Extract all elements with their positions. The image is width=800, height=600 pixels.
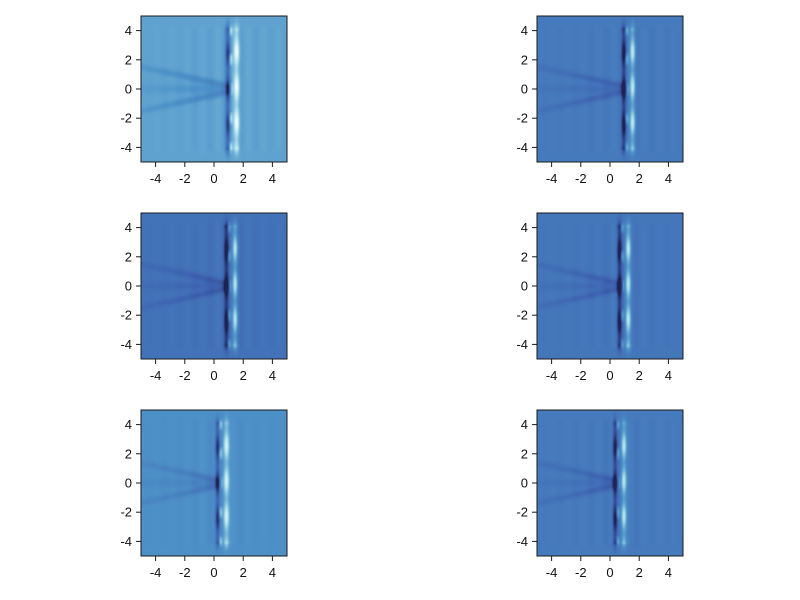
x-tick-label: -4: [150, 171, 162, 186]
x-tick-label: 4: [665, 171, 672, 186]
heatmap-panel-row3-right: -4 -2 0 2 4 4 2 0 -2 -4: [516, 409, 684, 580]
x-tick-label: -4: [150, 368, 162, 383]
heatmap-panel-row1-right: -4 -2 0 2 4 4 2 0 -2 -4: [516, 15, 684, 186]
y-tick-label: 4: [521, 23, 528, 38]
x-tick-label: 2: [636, 171, 643, 186]
y-tick-label: 4: [521, 220, 528, 235]
x-tick-label: -4: [546, 368, 558, 383]
y-tick-label: -4: [516, 534, 528, 549]
heatmap-image: [141, 410, 287, 556]
y-tick-label: -2: [120, 308, 132, 323]
x-tick-label: 2: [636, 565, 643, 580]
x-tick-label: 2: [240, 368, 247, 383]
y-tick-label: 0: [125, 279, 132, 294]
heatmap-image: [141, 213, 287, 359]
y-tick-label: 4: [125, 220, 132, 235]
y-tick-label: -4: [120, 534, 132, 549]
heatmap-image: [537, 16, 683, 162]
x-tick-label: 2: [240, 171, 247, 186]
heatmap-image: [537, 410, 683, 556]
x-tick-label: -2: [575, 565, 587, 580]
y-tick-label: -2: [516, 308, 528, 323]
y-tick-label: -2: [516, 505, 528, 520]
x-tick-label: -4: [546, 565, 558, 580]
x-tick-label: -4: [150, 565, 162, 580]
x-tick-label: -4: [546, 171, 558, 186]
heatmap-image: [141, 16, 287, 162]
y-tick-label: -4: [516, 140, 528, 155]
y-tick-label: 2: [125, 446, 132, 461]
x-tick-label: 4: [269, 171, 276, 186]
y-tick-label: -2: [120, 111, 132, 126]
y-tick-label: 4: [125, 417, 132, 432]
x-tick-label: 4: [269, 368, 276, 383]
y-tick-label: 4: [521, 417, 528, 432]
x-tick-label: 4: [665, 368, 672, 383]
y-tick-label: 2: [125, 249, 132, 264]
heatmap-panel-row1-left: -4 -2 0 2 4 4 2 0 -2 -4: [120, 15, 288, 186]
x-tick-label: 4: [665, 565, 672, 580]
x-tick-label: -2: [179, 565, 191, 580]
y-tick-label: 0: [521, 476, 528, 491]
y-tick-label: 2: [521, 446, 528, 461]
x-tick-label: 4: [269, 565, 276, 580]
x-tick-label: 0: [606, 565, 613, 580]
x-tick-label: 0: [210, 565, 217, 580]
y-tick-label: 2: [521, 52, 528, 67]
y-tick-label: 0: [125, 476, 132, 491]
heatmap-panel-row2-right: -4 -2 0 2 4 4 2 0 -2 -4: [516, 212, 684, 383]
y-tick-label: -4: [120, 337, 132, 352]
x-tick-label: 0: [210, 368, 217, 383]
y-tick-label: 0: [125, 82, 132, 97]
x-tick-label: 0: [606, 171, 613, 186]
y-tick-label: 2: [521, 249, 528, 264]
heatmap-image: [537, 213, 683, 359]
x-tick-label: -2: [179, 368, 191, 383]
x-tick-label: -2: [575, 171, 587, 186]
x-tick-label: 0: [606, 368, 613, 383]
heatmap-panel-row2-left: -4 -2 0 2 4 4 2 0 -2 -4: [120, 212, 288, 383]
x-tick-label: 0: [210, 171, 217, 186]
y-tick-label: 0: [521, 82, 528, 97]
y-tick-label: -4: [120, 140, 132, 155]
x-tick-label: 2: [240, 565, 247, 580]
x-tick-label: -2: [575, 368, 587, 383]
y-tick-label: 4: [125, 23, 132, 38]
y-tick-label: -4: [516, 337, 528, 352]
x-tick-label: 2: [636, 368, 643, 383]
y-tick-label: -2: [120, 505, 132, 520]
y-tick-label: 2: [125, 52, 132, 67]
heatmap-panel-row3-left: -4 -2 0 2 4 4 2 0 -2 -4: [120, 409, 288, 580]
x-tick-label: -2: [179, 171, 191, 186]
y-tick-label: 0: [521, 279, 528, 294]
y-tick-label: -2: [516, 111, 528, 126]
